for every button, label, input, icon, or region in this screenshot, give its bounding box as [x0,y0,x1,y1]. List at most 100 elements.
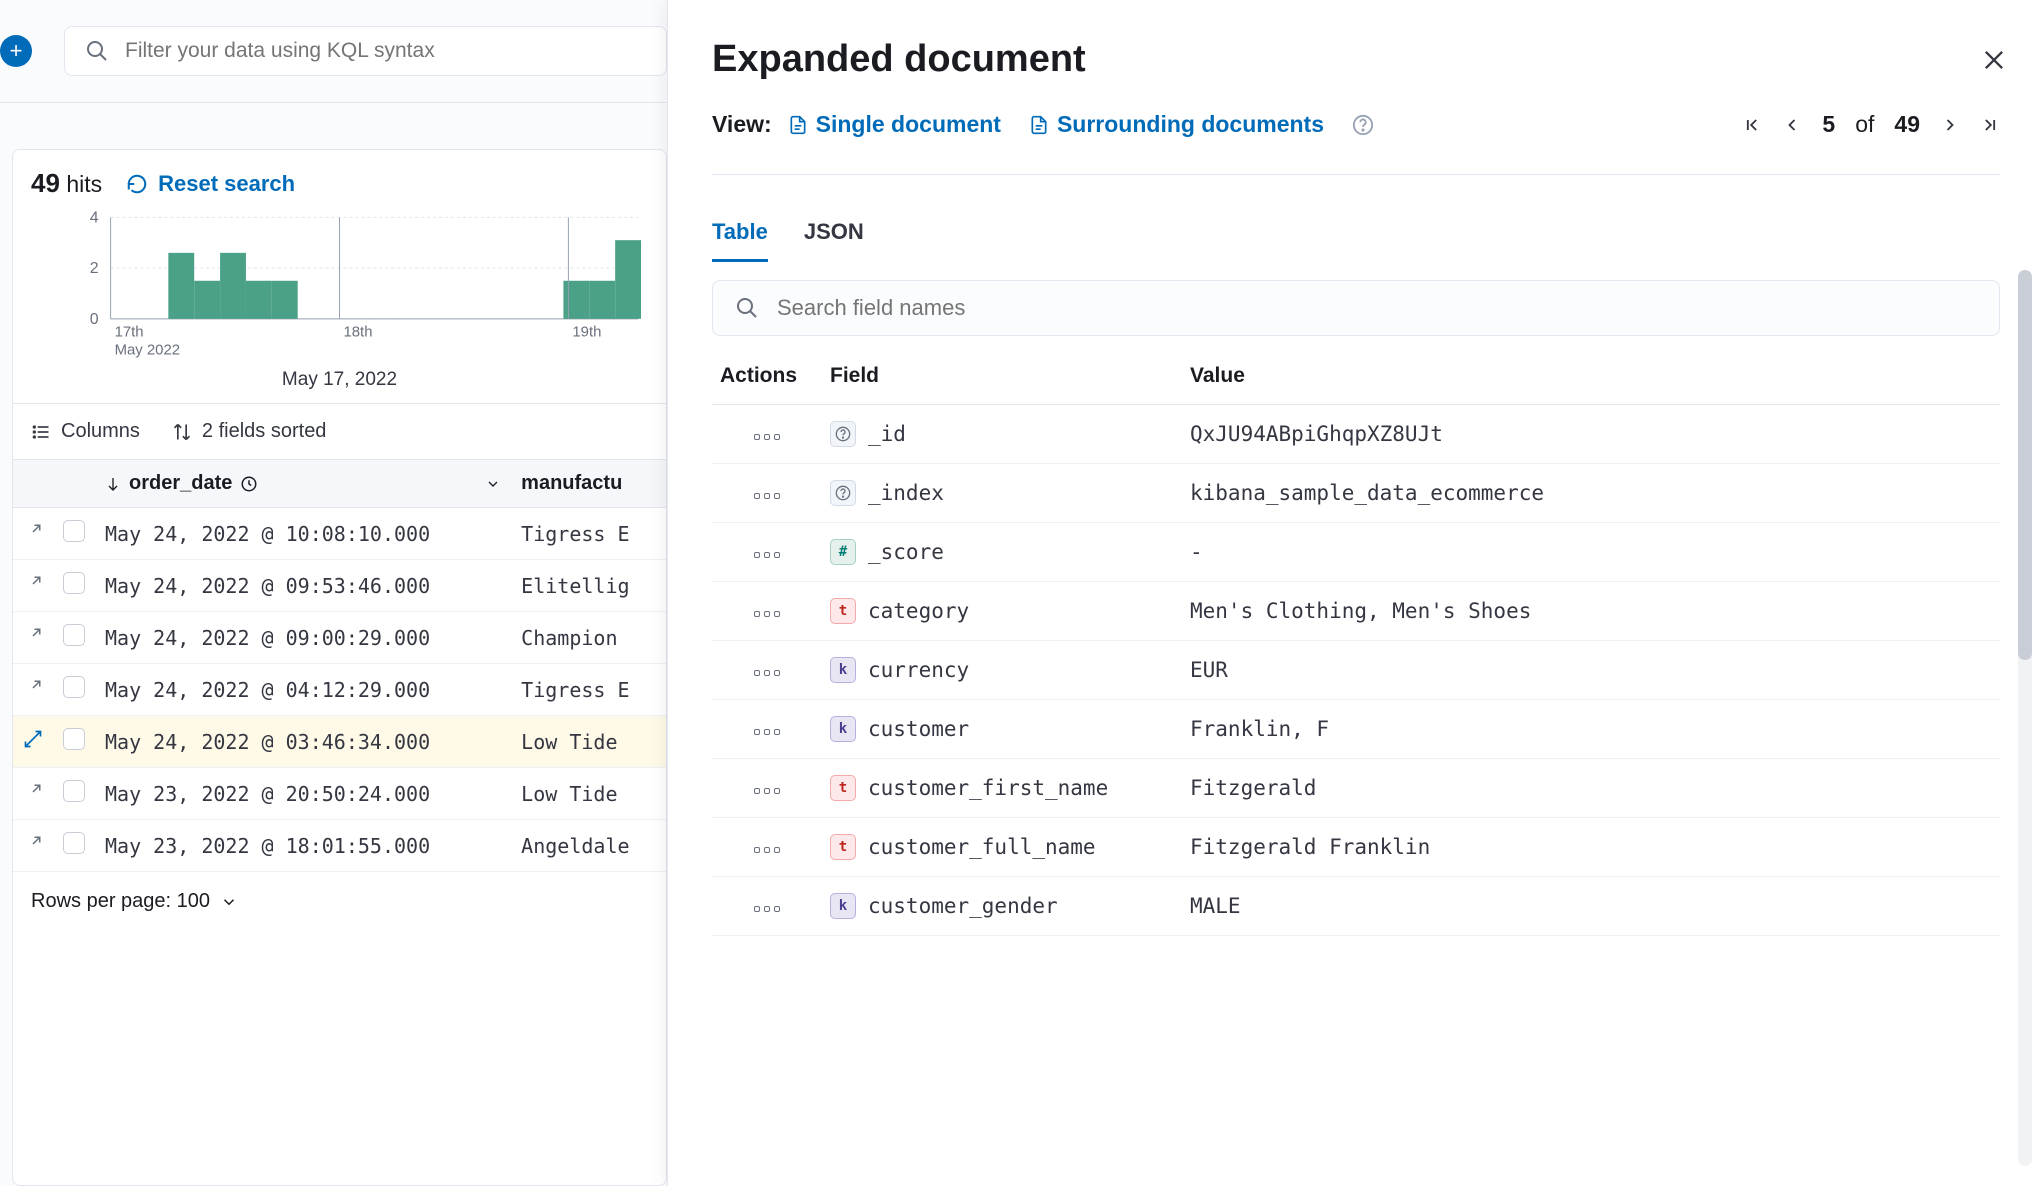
expand-row-button[interactable] [13,768,53,820]
table-row[interactable]: May 24, 2022 @ 09:53:46.000Elitellig [13,560,666,612]
pager-last[interactable] [1980,115,2000,135]
row-checkbox[interactable] [53,664,95,716]
expand-row-button[interactable] [13,820,53,872]
scrollbar-thumb[interactable] [2018,270,2032,660]
field-search-container[interactable] [712,280,2000,336]
checkbox-header [53,460,95,508]
field-type-badge: k [830,657,856,683]
flyout-tabs: Table JSON [712,205,2000,262]
manufacturer-cell: Champion [511,612,666,664]
row-checkbox[interactable] [53,716,95,768]
field-search-input[interactable] [777,295,1977,321]
search-icon [735,296,759,320]
kql-filter-input[interactable] [125,39,646,63]
svg-text:2: 2 [90,260,99,277]
th-value: Value [1182,354,2000,405]
view-row: View: Single document Surrounding docume… [712,111,2000,175]
field-value-cell: kibana_sample_data_ecommerce [1182,464,2000,523]
order-date-header[interactable]: order_date [95,460,511,508]
fields-table: Actions Field Value _idQxJU94ABpiGhqpXZ8… [712,354,2000,936]
field-type-badge: t [830,775,856,801]
svg-text:4: 4 [90,209,99,226]
sort-button[interactable]: 2 fields sorted [172,420,327,443]
left-panel: + 49 hits Reset search 02417th18th19thMa… [0,0,667,1186]
add-filter-button[interactable]: + [0,35,32,67]
field-value-cell: QxJU94ABpiGhqpXZ8UJt [1182,405,2000,464]
field-type-badge: k [830,893,856,919]
table-row[interactable]: May 24, 2022 @ 09:00:29.000Champion [13,612,666,664]
close-icon [1980,46,2008,74]
order-date-cell: May 24, 2022 @ 09:53:46.000 [95,560,511,612]
pager-first[interactable] [1742,115,1762,135]
order-date-cell: May 24, 2022 @ 04:12:29.000 [95,664,511,716]
row-checkbox[interactable] [53,820,95,872]
tab-json[interactable]: JSON [804,205,864,262]
manufacturer-cell: Low Tide [511,768,666,820]
field-name-cell: kcustomer [822,700,1182,759]
field-row: _idQxJU94ABpiGhqpXZ8UJt [712,405,2000,464]
table-row[interactable]: May 24, 2022 @ 04:12:29.000Tigress E [13,664,666,716]
chevron-down-icon[interactable] [485,476,501,492]
table-row[interactable]: May 23, 2022 @ 18:01:55.000Angeldale [13,820,666,872]
row-checkbox[interactable] [53,508,95,560]
columns-button[interactable]: Columns [31,420,140,443]
field-actions[interactable] [712,818,822,877]
row-checkbox[interactable] [53,768,95,820]
tab-table[interactable]: Table [712,205,768,262]
field-name-cell: #_score [822,523,1182,582]
reset-search-link[interactable]: Reset search [126,171,295,197]
close-button[interactable] [1980,46,2008,80]
filter-input-container[interactable] [64,26,667,76]
table-row[interactable]: May 24, 2022 @ 03:46:34.000Low Tide [13,716,666,768]
field-actions[interactable] [712,405,822,464]
manufacturer-cell: Elitellig [511,560,666,612]
field-actions[interactable] [712,464,822,523]
surrounding-documents-link[interactable]: Surrounding documents [1029,111,1324,138]
row-checkbox[interactable] [53,612,95,664]
manufacturer-cell: Angeldale [511,820,666,872]
manufacturer-cell: Tigress E [511,664,666,716]
rows-per-page[interactable]: Rows per page: 100 [13,872,666,931]
field-actions[interactable] [712,759,822,818]
pager-total: 49 [1894,111,1920,138]
pager-prev[interactable] [1782,115,1802,135]
field-type-badge: # [830,539,856,565]
results-panel: 49 hits Reset search 02417th18th19thMay … [12,149,667,1186]
documents-icon [1029,115,1049,135]
pager-next[interactable] [1940,115,1960,135]
table-row[interactable]: May 24, 2022 @ 10:08:10.000Tigress E [13,508,666,560]
sort-desc-icon [105,476,121,492]
field-row: #_score- [712,523,2000,582]
top-bar: + [0,0,667,103]
refresh-icon [126,173,148,195]
field-actions[interactable] [712,700,822,759]
expand-row-button[interactable] [13,612,53,664]
field-actions[interactable] [712,523,822,582]
row-checkbox[interactable] [53,560,95,612]
expand-row-button[interactable] [13,664,53,716]
single-document-link[interactable]: Single document [788,111,1001,138]
expand-row-button[interactable] [13,560,53,612]
hits-count: 49 hits [31,168,102,199]
field-row: tcustomer_full_nameFitzgerald Franklin [712,818,2000,877]
table-row[interactable]: May 23, 2022 @ 20:50:24.000Low Tide [13,768,666,820]
help-icon[interactable] [1352,114,1374,136]
results-header: 49 hits Reset search [13,150,666,209]
table-controls: Columns 2 fields sorted [13,403,666,460]
document-flyout: Expanded document View: Single document … [667,0,2044,1186]
order-date-cell: May 24, 2022 @ 09:00:29.000 [95,612,511,664]
results-table: order_date manufactu May 24, 2022 @ 10:0… [13,460,666,872]
manufacturer-header[interactable]: manufactu [511,460,666,508]
collapse-row-button[interactable] [13,716,53,768]
field-actions[interactable] [712,582,822,641]
expand-row-button[interactable] [13,508,53,560]
field-type-badge: t [830,598,856,624]
field-actions[interactable] [712,877,822,936]
order-date-cell: May 24, 2022 @ 03:46:34.000 [95,716,511,768]
manufacturer-cell: Low Tide [511,716,666,768]
field-name-cell: _index [822,464,1182,523]
field-actions[interactable] [712,641,822,700]
svg-text:18th: 18th [343,324,372,341]
histogram-chart[interactable]: 02417th18th19thMay 2022 May 17, 2022 [13,209,666,403]
field-name-cell: tcategory [822,582,1182,641]
